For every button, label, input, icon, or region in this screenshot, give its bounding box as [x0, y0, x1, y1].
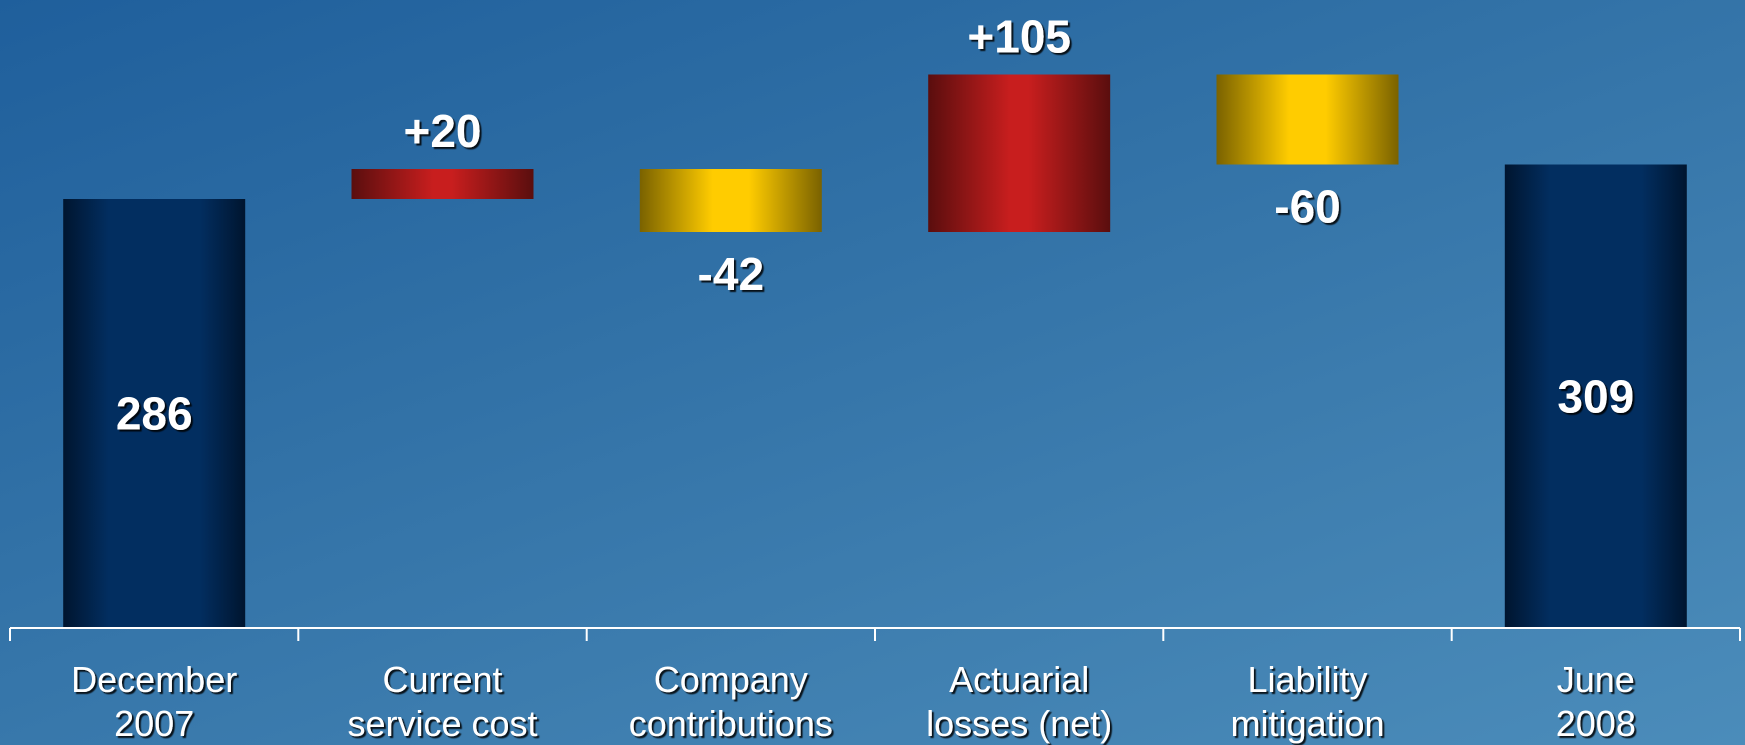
- x-axis: [9, 627, 1741, 641]
- bar-group: [63, 74, 1687, 628]
- bar-decrease: [639, 169, 822, 232]
- category-label: December 2007: [71, 659, 237, 744]
- category-label: June 2008: [1556, 659, 1636, 744]
- category-label-line: losses (net): [926, 703, 1112, 744]
- value-label: 286: [116, 388, 193, 440]
- bar-total: [1504, 164, 1687, 628]
- category-label-line: Actuarial: [949, 659, 1089, 700]
- category-label-line: mitigation: [1230, 703, 1384, 744]
- category-label-line: Current: [382, 659, 502, 700]
- bar-increase: [928, 74, 1111, 232]
- value-label: +105: [967, 11, 1071, 63]
- category-label-line: 2008: [1556, 703, 1636, 744]
- bar-increase: [351, 169, 534, 199]
- category-label: Current service cost: [347, 659, 537, 744]
- value-label-group: 286 +20 -42 +105 -60 309: [116, 11, 1634, 440]
- category-label-line: December: [71, 659, 237, 700]
- value-label: +20: [403, 105, 481, 157]
- category-label-line: service cost: [347, 703, 537, 744]
- category-label-line: contributions: [629, 703, 833, 744]
- category-label-line: Company: [654, 659, 808, 700]
- bar-decrease: [1216, 74, 1399, 165]
- value-label: -42: [698, 248, 764, 300]
- category-label: Actuarial losses (net): [926, 659, 1112, 744]
- category-label-group: December 2007 Current service cost Company co…: [71, 659, 1636, 744]
- bar-total: [63, 199, 246, 628]
- value-label: -60: [1274, 181, 1340, 233]
- value-label: 309: [1557, 370, 1634, 422]
- category-label: Company contributions: [629, 659, 833, 744]
- category-label: Liability mitigation: [1230, 659, 1384, 744]
- category-label-line: Liability: [1247, 659, 1367, 700]
- category-label-line: June: [1557, 659, 1635, 700]
- category-label-line: 2007: [114, 703, 194, 744]
